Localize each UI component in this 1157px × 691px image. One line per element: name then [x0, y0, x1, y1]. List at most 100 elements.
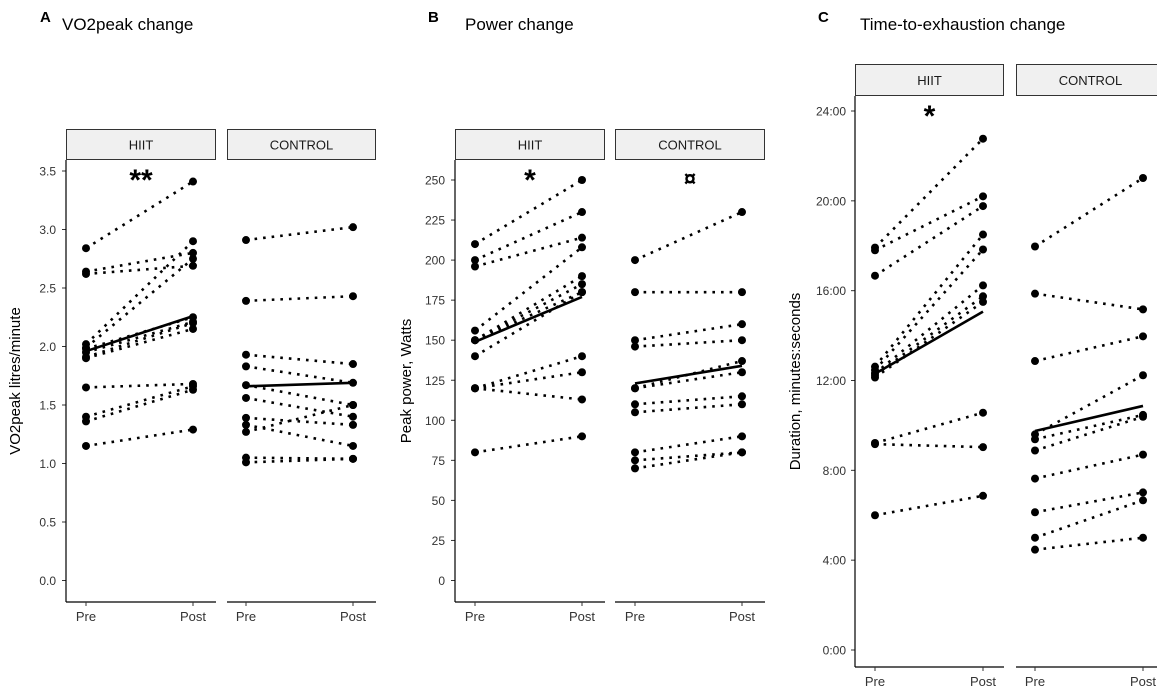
panel-a: A VO2peak change VO2peak litres/minute 0.0 0…: [7, 9, 376, 624]
post-point: [349, 223, 357, 232]
subject-line: [474, 370, 583, 390]
pre-point: [631, 336, 639, 345]
y-tick-label: 8:00: [823, 464, 847, 478]
subject-line: [874, 442, 984, 449]
post-point: [738, 448, 746, 457]
subject-line: [245, 365, 354, 385]
post-point: [578, 432, 586, 441]
subject-line: [474, 282, 583, 342]
facet-control: CONTROL Pre Post ¤: [615, 129, 765, 624]
subject-line: [474, 236, 583, 268]
post-point: [578, 288, 586, 297]
y-axis-label: Duration, minutes:seconds: [787, 293, 804, 471]
pre-point: [871, 440, 879, 449]
post-point: [979, 245, 987, 254]
pre-point: [82, 269, 90, 278]
facet-control: CONTROL Pre Post: [227, 129, 376, 624]
post-point: [189, 248, 197, 257]
subject-line: [245, 423, 354, 448]
panel-letter: A: [40, 9, 51, 26]
post-point: [578, 352, 586, 361]
post-point: [1139, 174, 1147, 183]
y-axis-label: Peak power, Watts: [398, 319, 415, 444]
subject-line: [634, 370, 743, 390]
subject-line: [874, 411, 984, 445]
subject-line: [634, 338, 743, 348]
subject-line: [474, 435, 583, 454]
facet-strip-label: CONTROL: [270, 138, 334, 153]
post-point: [349, 454, 357, 463]
subject-line: [874, 284, 984, 375]
y-tick-label: 0.5: [39, 516, 56, 530]
pre-point: [471, 352, 479, 361]
post-point: [738, 288, 746, 297]
pre-point: [1031, 357, 1039, 366]
panel-letter: C: [818, 9, 829, 26]
subject-line: [1034, 536, 1144, 551]
post-point: [979, 491, 987, 500]
pre-point: [1031, 289, 1039, 298]
pre-point: [471, 240, 479, 249]
x-tick-label: Pre: [865, 674, 885, 689]
post-point: [979, 192, 987, 201]
pre-point: [82, 354, 90, 363]
panel-b: B Power change Peak power, Watts 0 25 50 75 100…: [398, 9, 765, 624]
mean-line: [634, 364, 743, 385]
x-tick-label: Pre: [625, 609, 645, 624]
y-tick-label: 12:00: [816, 374, 846, 388]
subject-line: [1034, 374, 1144, 436]
x-tick-label: Pre: [76, 609, 96, 624]
post-point: [578, 243, 586, 252]
subject-line: [474, 178, 583, 246]
pre-point: [471, 448, 479, 457]
post-point: [1139, 412, 1147, 421]
x-tick-label: Pre: [236, 609, 256, 624]
subject-line: [245, 353, 354, 366]
subject-line: [1034, 292, 1144, 311]
y-tick-label: 75: [432, 454, 446, 468]
subject-line: [634, 322, 743, 342]
y-tick-label: 16:00: [816, 284, 846, 298]
subject-line: [474, 291, 583, 358]
post-point: [1139, 450, 1147, 459]
post-point: [979, 281, 987, 290]
subject-line: [85, 320, 194, 354]
facet-hiit: HIIT Pre Post *: [454, 129, 605, 624]
post-point: [979, 202, 987, 211]
pre-point: [242, 393, 250, 402]
mean-line: [1034, 404, 1144, 433]
post-point: [578, 272, 586, 281]
subject-line: [874, 300, 984, 379]
post-point: [349, 420, 357, 429]
post-point: [979, 297, 987, 306]
facet-strip-label: CONTROL: [1059, 73, 1123, 88]
subject-line: [85, 316, 194, 351]
subject-line: [85, 251, 194, 273]
subject-line: [245, 225, 354, 242]
pre-point: [471, 256, 479, 265]
significance-marker: ¤: [684, 166, 696, 191]
subject-line: [85, 382, 194, 389]
subject-line: [245, 294, 354, 303]
subject-line: [245, 416, 354, 427]
post-point: [349, 401, 357, 409]
pre-point: [242, 458, 250, 467]
post-point: [578, 395, 586, 404]
y-tick-label: 2.0: [39, 340, 56, 354]
facet-strip-label: CONTROL: [658, 138, 722, 153]
facet-strip: [455, 129, 605, 160]
subject-line: [634, 402, 743, 414]
significance-marker: *: [924, 100, 936, 133]
pre-point: [631, 256, 639, 265]
subject-line: [1034, 453, 1144, 480]
pre-point: [471, 326, 479, 335]
subject-line: [634, 451, 743, 470]
pre-point: [1031, 446, 1039, 455]
facet-control: CONTROL Pre Post: [1016, 64, 1157, 689]
post-point: [578, 368, 586, 377]
y-tick-label: 0.0: [39, 574, 56, 588]
post-point: [189, 324, 197, 333]
post-point: [738, 368, 746, 377]
subject-line: [874, 137, 984, 249]
